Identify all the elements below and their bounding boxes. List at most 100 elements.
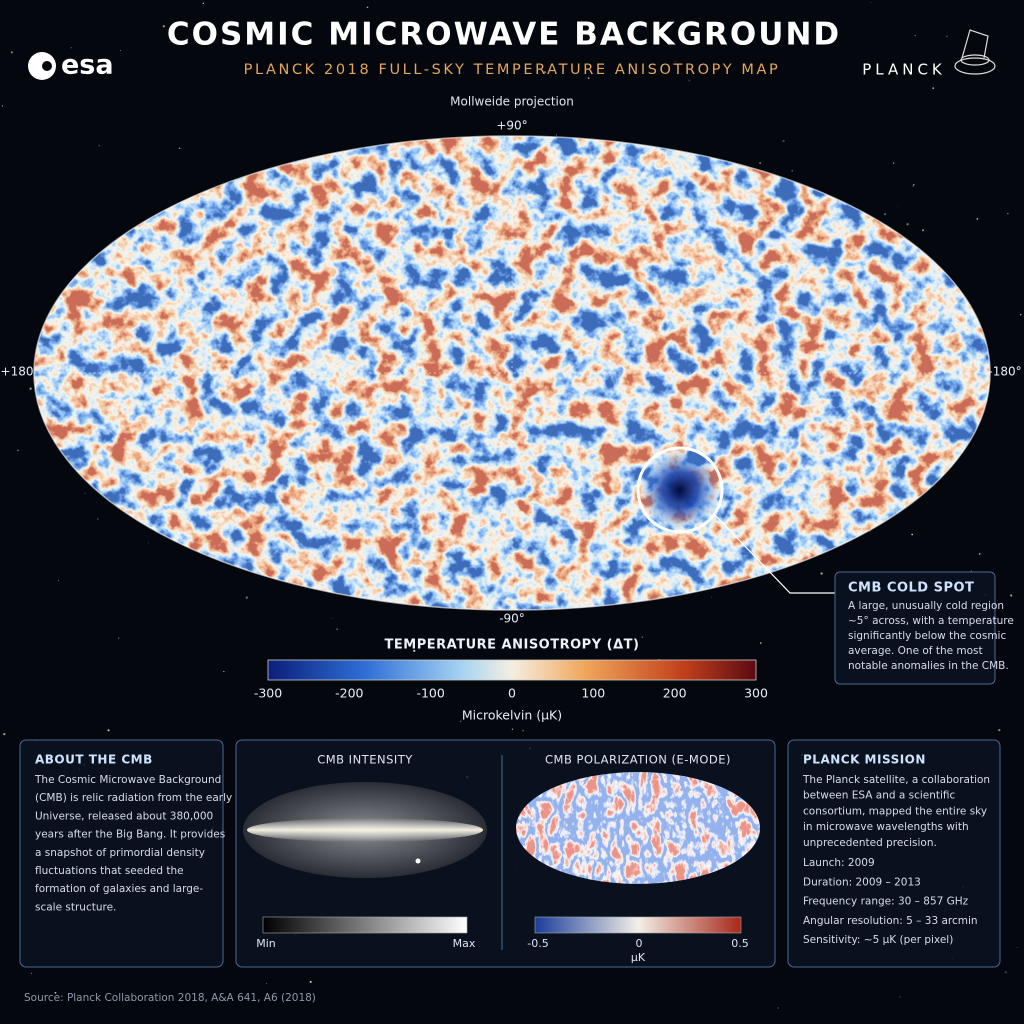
satellite-icon bbox=[954, 29, 996, 75]
star bbox=[522, 729, 525, 732]
tick-label: -100 bbox=[416, 686, 444, 701]
star bbox=[600, 685, 602, 687]
star bbox=[922, 229, 925, 232]
star bbox=[777, 1007, 779, 1009]
star bbox=[883, 213, 887, 216]
about-line: fluctuations that seeded the bbox=[35, 865, 184, 877]
polarization-ticks: -0.5 0 0.5 bbox=[527, 937, 748, 950]
tick-label: 0 bbox=[508, 686, 516, 701]
about-line: years after the Big Bang. It provides bbox=[35, 829, 225, 841]
star bbox=[946, 35, 948, 38]
callout-line: ~5° across, with a temperature bbox=[848, 615, 1014, 627]
about-title: ABOUT THE CMB bbox=[35, 753, 153, 767]
star bbox=[688, 79, 691, 82]
star bbox=[459, 720, 462, 723]
projection-label: Mollweide projection bbox=[450, 95, 574, 109]
star bbox=[511, 728, 514, 730]
star bbox=[540, 715, 542, 716]
mission-line: consortium, mapped the entire sky bbox=[803, 805, 987, 817]
star bbox=[97, 518, 99, 520]
star bbox=[331, 617, 332, 619]
intensity-map bbox=[243, 782, 487, 878]
planck-logo: PLANCK bbox=[862, 29, 996, 79]
star bbox=[336, 628, 339, 631]
star bbox=[202, 2, 205, 5]
star bbox=[17, 449, 19, 452]
star bbox=[870, 2, 872, 4]
star bbox=[896, 205, 898, 207]
mission-fact: Angular resolution: 5 – 33 arcmin bbox=[803, 915, 978, 927]
star bbox=[654, 65, 656, 67]
star bbox=[555, 134, 557, 136]
tick-label: 0 bbox=[636, 937, 643, 950]
coord-left: +180° bbox=[1, 365, 40, 379]
intensity-max: Max bbox=[453, 937, 476, 950]
star bbox=[1016, 947, 1018, 948]
star bbox=[3, 733, 6, 736]
star bbox=[148, 542, 149, 544]
callout-box bbox=[834, 571, 996, 685]
star bbox=[84, 492, 86, 494]
star bbox=[119, 50, 121, 52]
star bbox=[1019, 313, 1022, 316]
cmb-map bbox=[33, 135, 991, 611]
callout-line: notable anomalies in the CMB. bbox=[848, 660, 1009, 672]
tick-label: -0.5 bbox=[527, 937, 548, 950]
coord-right: -180° bbox=[988, 365, 1021, 379]
mission-title: PLANCK MISSION bbox=[803, 753, 926, 767]
intensity-title: CMB INTENSITY bbox=[317, 753, 413, 767]
cold-spot-ring bbox=[636, 446, 724, 534]
star bbox=[711, 596, 713, 598]
esa-emblem-dot bbox=[42, 61, 52, 71]
intensity-min: Min bbox=[256, 937, 276, 950]
star bbox=[30, 972, 32, 974]
mission-line: in microwave wavelengths with bbox=[803, 821, 969, 833]
star bbox=[413, 649, 416, 652]
about-line: formation of galaxies and large- bbox=[35, 883, 203, 895]
tick-label: -300 bbox=[254, 686, 282, 701]
star bbox=[641, 636, 643, 638]
star bbox=[223, 670, 225, 673]
callout-leader bbox=[714, 514, 835, 594]
star bbox=[162, 25, 165, 28]
star bbox=[54, 991, 57, 994]
star bbox=[346, 34, 348, 36]
planck-wordmark: PLANCK bbox=[862, 61, 946, 79]
tick-label: 100 bbox=[581, 686, 605, 701]
star bbox=[711, 22, 713, 25]
star bbox=[759, 162, 762, 164]
coord-bottom: -90° bbox=[499, 612, 525, 626]
about-line: The Cosmic Microwave Background bbox=[34, 774, 221, 786]
subtitle: PLANCK 2018 FULL-SKY TEMPERATURE ANISOTR… bbox=[244, 62, 781, 78]
star bbox=[309, 980, 312, 983]
callout-line: A large, unusually cold region bbox=[848, 600, 1004, 612]
star bbox=[1007, 212, 1009, 215]
mission-fact: Sensitivity: ~5 µK (per pixel) bbox=[803, 934, 953, 946]
source: Source: Planck Collaboration 2018, A&A 6… bbox=[24, 992, 316, 1004]
about-text: The Cosmic Microwave Background (CMB) is … bbox=[34, 774, 232, 913]
star bbox=[98, 144, 100, 147]
tick-label: 300 bbox=[744, 686, 768, 701]
colorbar-unit: Microkelvin (µK) bbox=[462, 708, 562, 723]
tick-label: 0.5 bbox=[731, 937, 749, 950]
star bbox=[70, 47, 72, 49]
star bbox=[998, 728, 1001, 732]
star bbox=[1010, 594, 1013, 597]
mission-fact: Duration: 2009 – 2013 bbox=[803, 876, 921, 888]
tick-label: -200 bbox=[335, 686, 363, 701]
mission-fact: Launch: 2009 bbox=[803, 857, 875, 869]
about-line: (CMB) is relic radiation from the early bbox=[35, 792, 232, 804]
about-line: scale structure. bbox=[35, 901, 116, 913]
polarization-unit: µK bbox=[631, 951, 646, 964]
about-line: a snapshot of primordial density bbox=[35, 847, 205, 859]
callout-title: CMB COLD SPOT bbox=[848, 581, 974, 596]
star bbox=[10, 51, 13, 54]
star bbox=[912, 185, 915, 187]
cold-spot bbox=[640, 450, 720, 530]
star bbox=[1004, 971, 1007, 974]
polarization-colorbar bbox=[534, 916, 742, 934]
callout-line: average. One of the most bbox=[848, 645, 983, 657]
star bbox=[932, 87, 935, 89]
esa-wordmark: esa bbox=[61, 50, 114, 81]
